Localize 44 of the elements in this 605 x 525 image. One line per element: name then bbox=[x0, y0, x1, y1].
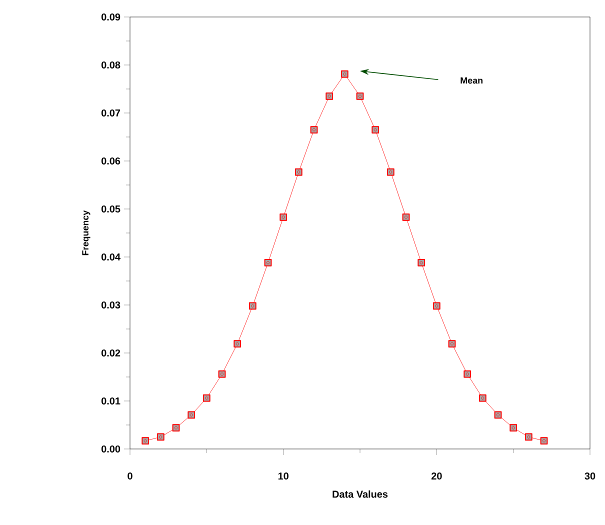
x-tick-label: 20 bbox=[431, 472, 442, 480]
y-tick-label: 0.02 bbox=[101, 349, 120, 357]
point bbox=[464, 370, 472, 378]
point bbox=[156, 433, 164, 441]
x-tick-label: 10 bbox=[278, 472, 288, 480]
x-axis-title: Data Values bbox=[332, 490, 388, 498]
point bbox=[218, 370, 226, 378]
point bbox=[494, 411, 502, 419]
point bbox=[540, 437, 548, 445]
point bbox=[510, 424, 518, 432]
point bbox=[356, 92, 364, 100]
point bbox=[280, 213, 288, 221]
y-tick-label: 0.08 bbox=[101, 61, 120, 69]
point bbox=[248, 302, 256, 310]
y-tick-label: 0.09 bbox=[101, 13, 120, 21]
point bbox=[142, 437, 150, 445]
point bbox=[294, 168, 302, 176]
point bbox=[188, 411, 196, 419]
point bbox=[372, 126, 380, 134]
y-tick-label: 0.07 bbox=[101, 109, 120, 117]
point bbox=[386, 168, 394, 176]
point bbox=[326, 92, 334, 100]
y-tick-label: 0.06 bbox=[101, 157, 120, 165]
x-tick-label: 0 bbox=[128, 472, 132, 480]
point bbox=[524, 433, 532, 441]
point bbox=[418, 259, 426, 266]
y-tick-label: 0.04 bbox=[101, 253, 120, 261]
point bbox=[340, 70, 348, 78]
y-tick-label: 0.05 bbox=[101, 205, 120, 213]
point bbox=[234, 340, 242, 348]
point bbox=[432, 302, 440, 310]
y-axis-title: Frequency bbox=[82, 210, 90, 256]
point bbox=[448, 340, 456, 348]
y-tick-label: 0.01 bbox=[101, 397, 120, 405]
point bbox=[402, 213, 410, 221]
point bbox=[202, 394, 210, 402]
point bbox=[478, 394, 486, 402]
point bbox=[264, 259, 272, 266]
y-tick-label: 0.00 bbox=[101, 445, 120, 453]
point bbox=[310, 126, 318, 134]
point bbox=[172, 424, 180, 432]
annotation: Mean bbox=[460, 77, 482, 84]
x-tick-label: 30 bbox=[584, 472, 596, 480]
y-tick-label: 0.03 bbox=[101, 301, 120, 309]
